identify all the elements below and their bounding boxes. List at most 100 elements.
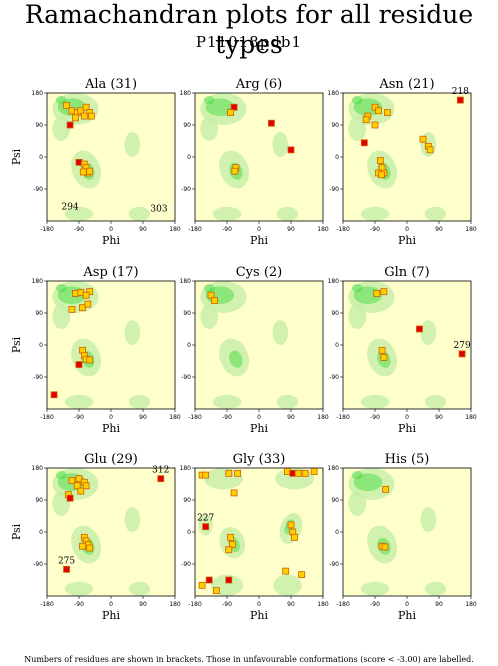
y-tick-label: 0	[39, 529, 43, 536]
favoured-region	[55, 283, 67, 293]
y-tick-label: 180	[32, 278, 44, 285]
x-axis-label: Phi	[250, 422, 268, 435]
favoured-region	[348, 116, 367, 141]
residue-point	[84, 300, 92, 308]
y-tick-label: 90	[331, 310, 339, 317]
x-tick-label: 0	[257, 226, 261, 233]
y-tick-label: 90	[331, 122, 339, 129]
x-tick-label: -90	[74, 226, 84, 233]
y-tick-label: 90	[183, 310, 191, 317]
x-axis-label: Phi	[102, 609, 120, 622]
residue-point	[68, 477, 76, 484]
x-tick-label: 0	[109, 414, 113, 421]
residue-point	[371, 121, 379, 129]
residue-point	[82, 482, 90, 490]
favoured-region	[272, 320, 289, 345]
x-tick-label: -90	[74, 601, 84, 608]
residue-point	[68, 306, 76, 313]
residue-point	[73, 482, 81, 490]
residue-point	[86, 288, 94, 296]
favoured-region	[64, 206, 94, 221]
panel-title: Cys (2)	[236, 265, 283, 280]
x-tick-label: -180	[40, 414, 54, 421]
x-tick-label: -90	[222, 414, 232, 421]
outlier-label: 294	[62, 203, 79, 213]
y-tick-label: 0	[187, 529, 191, 536]
x-tick-label: 180	[169, 226, 181, 233]
y-tick-label: 180	[180, 278, 192, 285]
favoured-region	[203, 283, 215, 293]
outlier-point	[230, 103, 238, 111]
outlier-point	[205, 576, 213, 584]
y-tick-label: 180	[328, 90, 340, 97]
y-axis-label: Psi	[10, 336, 23, 353]
residue-point	[77, 107, 85, 115]
outlier-label: 227	[197, 514, 214, 524]
residue-point	[225, 469, 233, 477]
favoured-region	[200, 304, 219, 329]
x-tick-label: 0	[109, 601, 113, 608]
residue-point	[380, 288, 388, 296]
residue-point	[426, 146, 434, 154]
outlier-point	[50, 391, 58, 399]
residue-point	[212, 587, 220, 595]
residue-point	[375, 107, 382, 115]
y-tick-label: -90	[33, 186, 43, 193]
outlier-point	[458, 350, 466, 358]
panel-title: Arg (6)	[235, 77, 282, 92]
y-tick-label: 0	[39, 154, 43, 161]
y-tick-label: 0	[335, 529, 339, 536]
favoured-region	[212, 394, 242, 409]
y-tick-label: 90	[331, 497, 339, 504]
residue-point	[198, 581, 206, 589]
residue-point	[86, 167, 94, 175]
x-tick-label: 90	[139, 226, 147, 233]
y-tick-label: 90	[183, 122, 191, 129]
panel-title: Gly (33)	[233, 452, 286, 467]
panel-title: Asp (17)	[82, 265, 138, 280]
outlier-point	[157, 475, 165, 483]
favoured-region	[203, 468, 243, 490]
favoured-region	[128, 394, 151, 409]
y-tick-label: -90	[181, 186, 191, 193]
y-tick-label: -90	[329, 561, 339, 568]
favoured-region	[348, 304, 367, 329]
x-tick-label: 0	[405, 226, 409, 233]
panel-2: Arg (6) -180 -90 0 90 180 180 90 0 -90 Phi	[180, 77, 329, 247]
favoured-region	[124, 507, 141, 532]
x-axis-label: Phi	[398, 609, 416, 622]
favoured-region	[203, 95, 215, 105]
x-tick-label: 0	[257, 601, 261, 608]
x-tick-label: 180	[169, 414, 181, 421]
panel-8: Gly (33) -180 -90 0 90 180 180 90 0 -90 Phi 227	[180, 452, 329, 622]
residue-point	[72, 114, 79, 122]
favoured-region	[219, 338, 250, 377]
residue-point	[82, 291, 90, 299]
y-tick-label: 90	[35, 310, 43, 317]
y-tick-label: 0	[187, 154, 191, 161]
x-tick-label: 0	[405, 601, 409, 608]
x-tick-label: 180	[465, 226, 477, 233]
residue-point	[77, 487, 85, 495]
x-tick-label: -180	[40, 226, 54, 233]
y-tick-label: -90	[181, 374, 191, 381]
residue-point	[207, 291, 215, 299]
residue-point	[298, 571, 306, 579]
outlier-point	[63, 565, 70, 573]
y-tick-label: -90	[33, 374, 43, 381]
outlier-point	[416, 325, 423, 333]
residue-point	[227, 109, 234, 116]
x-tick-label: -90	[370, 414, 380, 421]
x-axis-label: Phi	[398, 422, 416, 435]
residue-point	[419, 135, 427, 143]
footnote: Numbers of residues are shown in bracket…	[24, 655, 474, 664]
x-tick-label: 90	[139, 601, 147, 608]
outlier-label: 218	[452, 87, 469, 97]
outlier-point	[287, 146, 295, 154]
panel-title: Gln (7)	[384, 265, 429, 280]
favoured-region	[424, 394, 447, 409]
favoured-region	[353, 473, 383, 492]
x-tick-label: 180	[169, 601, 181, 608]
residue-point	[86, 544, 94, 552]
x-axis-label: Phi	[102, 422, 120, 435]
